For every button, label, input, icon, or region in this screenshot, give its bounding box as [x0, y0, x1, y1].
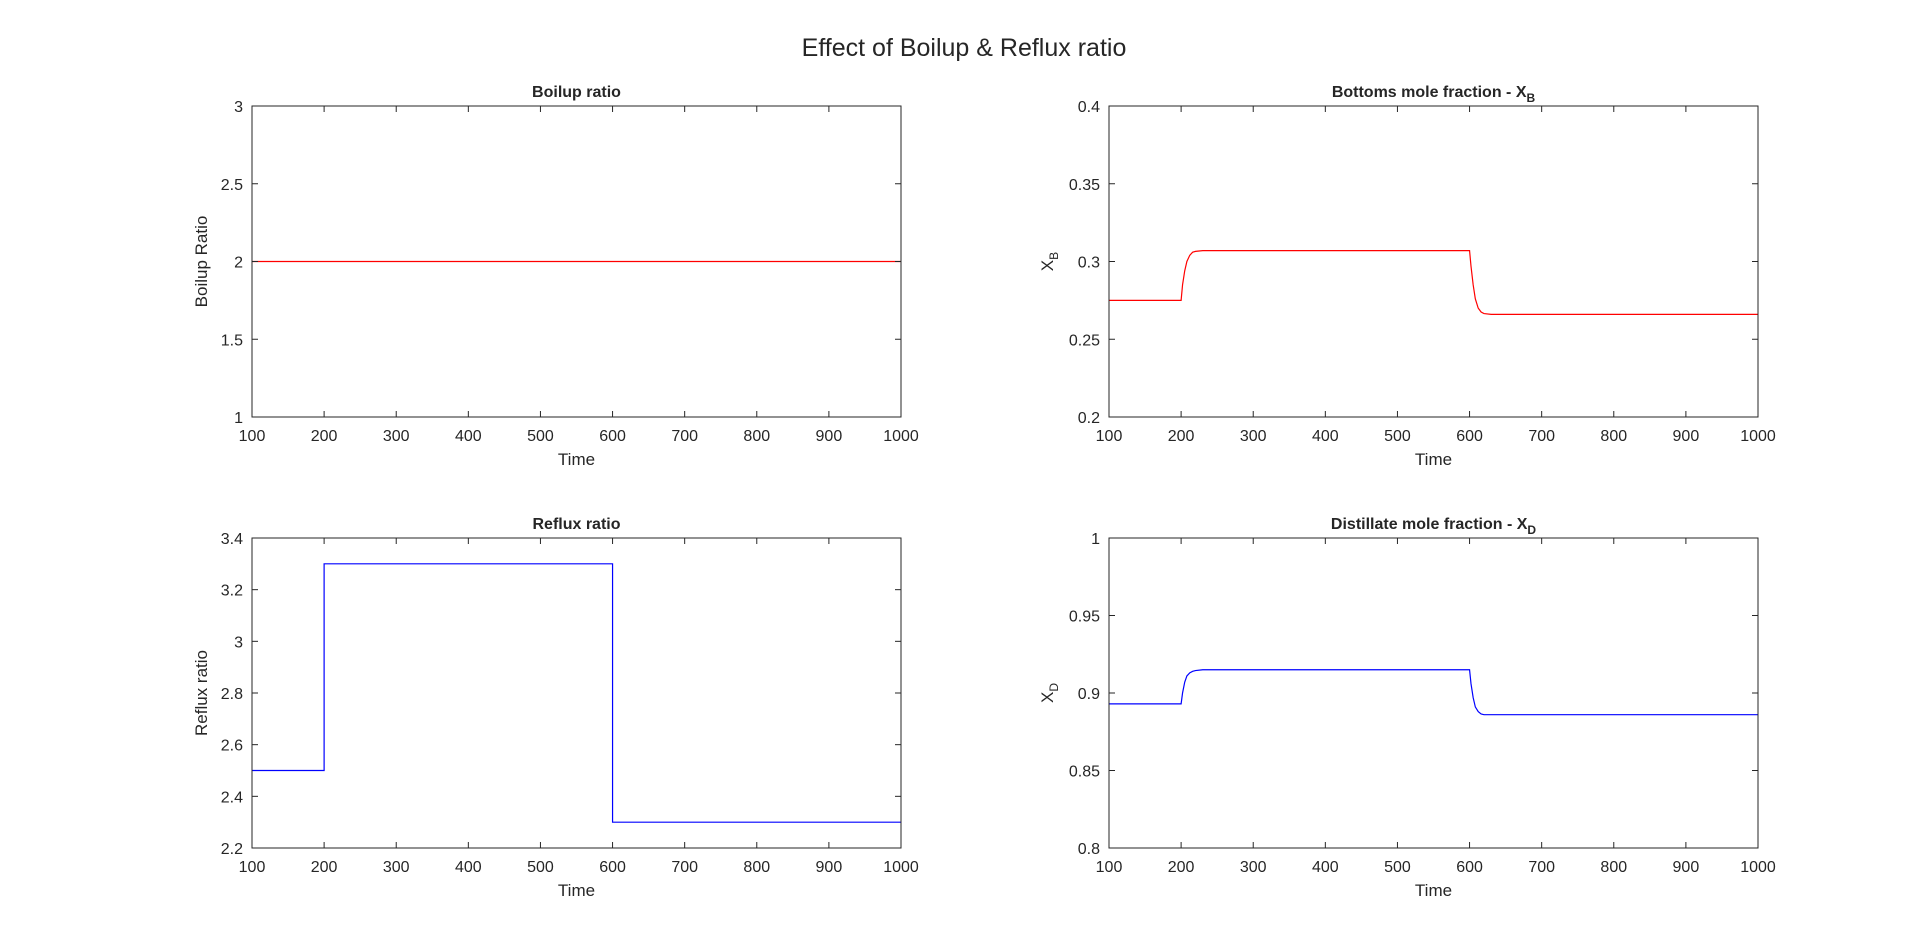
boilup-ratio-x-tick-label: 400: [455, 428, 482, 445]
boilup-ratio-x-tick-label: 100: [239, 428, 266, 445]
boilup-ratio-y-tick-label: 1: [234, 410, 243, 427]
boilup-ratio-chart: 100 200 300 400 500 600 700 800 900 1000 1 1.5 2 2.5 3…: [192, 84, 919, 469]
boilup-ratio-x-tick-label: 500: [527, 428, 554, 445]
reflux-ratio-plot-area: [252, 538, 901, 848]
distillate-mole-fraction-title-subscript: D: [1527, 523, 1536, 537]
bottoms-mole-fraction-x-tick-label: 900: [1673, 428, 1700, 445]
bottoms-mole-fraction-title-text: Bottoms mole fraction - X: [1332, 84, 1527, 101]
reflux-ratio-x-tick-label: 800: [743, 859, 770, 876]
figure-title: Effect of Boilup & Reflux ratio: [802, 34, 1127, 62]
distillate-mole-fraction-x-tick-label: 200: [1168, 859, 1195, 876]
bottoms-mole-fraction-y-tick-label: 0.25: [1069, 332, 1100, 349]
boilup-ratio-title: Boilup ratio: [532, 84, 621, 101]
reflux-ratio-x-tick-label: 300: [383, 859, 410, 876]
distillate-mole-fraction-y-axis-label-text: X: [1038, 692, 1057, 703]
reflux-ratio-y-tick-label: 3.2: [221, 583, 243, 600]
distillate-mole-fraction-x-tick-label: 900: [1673, 859, 1700, 876]
bottoms-mole-fraction-x-tick-label: 200: [1168, 428, 1195, 445]
reflux-ratio-x-tick-label: 500: [527, 859, 554, 876]
bottoms-mole-fraction-title: Bottoms mole fraction - XB: [1332, 84, 1536, 105]
bottoms-mole-fraction-x-tick-label: 300: [1240, 428, 1267, 445]
distillate-mole-fraction-y-axis-label: XD: [1038, 683, 1061, 703]
reflux-ratio-series-line: [252, 563, 901, 823]
distillate-mole-fraction-plot-area: [1109, 538, 1758, 848]
distillate-mole-fraction-x-tick-label: 300: [1240, 859, 1267, 876]
boilup-ratio-x-tick-label: 800: [743, 428, 770, 445]
reflux-ratio-y-tick-label: 2.4: [221, 789, 243, 806]
reflux-ratio-chart: 100 200 300 400 500 600 700 800 900 1000 2.2 2.4 2.6…: [192, 516, 919, 900]
bottoms-mole-fraction-y-tick-label: 0.2: [1078, 410, 1100, 427]
reflux-ratio-title: Reflux ratio: [532, 516, 620, 533]
reflux-ratio-y-tick-label: 2.6: [221, 738, 243, 755]
boilup-ratio-y-axis-label: Boilup Ratio: [192, 216, 211, 308]
bottoms-mole-fraction-y-tick-label: 0.35: [1069, 177, 1100, 194]
distillate-mole-fraction-x-tick-label: 1000: [1740, 859, 1776, 876]
bottoms-mole-fraction-title-subscript: B: [1527, 91, 1536, 105]
bottoms-mole-fraction-y-tick-label: 0.3: [1078, 255, 1100, 272]
reflux-ratio-y-tick-label: 3: [234, 634, 243, 651]
bottoms-mole-fraction-y-tick-label: 0.4: [1078, 99, 1100, 116]
boilup-ratio-x-axis-label: Time: [558, 450, 595, 469]
boilup-ratio-y-tick-label: 2: [234, 255, 243, 272]
reflux-ratio-y-axis-label: Reflux ratio: [192, 650, 211, 736]
bottoms-mole-fraction-y-axis-label: XB: [1038, 252, 1061, 271]
distillate-mole-fraction-x-tick-label: 600: [1456, 859, 1483, 876]
bottoms-mole-fraction-x-tick-label: 100: [1096, 428, 1123, 445]
reflux-ratio-x-tick-label: 100: [239, 859, 266, 876]
boilup-ratio-y-tick-label: 2.5: [221, 177, 243, 194]
distillate-mole-fraction-x-tick-label: 700: [1528, 859, 1555, 876]
boilup-ratio-y-axis-label-text: Boilup Ratio: [192, 216, 211, 308]
bottoms-mole-fraction-series-line: [1109, 250, 1758, 315]
distillate-mole-fraction-y-tick-label: 0.85: [1069, 764, 1100, 781]
distillate-mole-fraction-x-tick-label: 500: [1384, 859, 1411, 876]
bottoms-mole-fraction-x-axis-label: Time: [1415, 450, 1452, 469]
boilup-ratio-x-tick-label: 700: [671, 428, 698, 445]
distillate-mole-fraction-chart: 100 200 300 400 500 600 700 800 900 1000 0.8 0.85 0.…: [1038, 516, 1776, 900]
distillate-mole-fraction-y-tick-label: 0.9: [1078, 686, 1100, 703]
boilup-ratio-x-tick-label: 200: [311, 428, 338, 445]
distillate-mole-fraction-x-axis-label: Time: [1415, 881, 1452, 900]
bottoms-mole-fraction-x-tick-label: 800: [1600, 428, 1627, 445]
distillate-mole-fraction-y-axis-label-subscript: D: [1047, 683, 1061, 692]
reflux-ratio-y-tick-label: 3.4: [221, 531, 243, 548]
distillate-mole-fraction-x-tick-label: 800: [1600, 859, 1627, 876]
reflux-ratio-x-tick-label: 600: [599, 859, 626, 876]
bottoms-mole-fraction-x-tick-label: 700: [1528, 428, 1555, 445]
reflux-ratio-x-tick-label: 400: [455, 859, 482, 876]
bottoms-mole-fraction-chart: 100 200 300 400 500 600 700 800 900 1000 0.2 0.25 0.…: [1038, 84, 1776, 469]
boilup-ratio-y-tick-label: 3: [234, 99, 243, 116]
reflux-ratio-y-tick-label: 2.8: [221, 686, 243, 703]
distillate-mole-fraction-y-tick-label: 0.95: [1069, 609, 1100, 626]
reflux-ratio-y-tick-label: 2.2: [221, 841, 243, 858]
distillate-mole-fraction-y-tick-label: 1: [1091, 531, 1100, 548]
distillate-mole-fraction-x-tick-label: 400: [1312, 859, 1339, 876]
bottoms-mole-fraction-y-axis-label-subscript: B: [1047, 252, 1061, 260]
bottoms-mole-fraction-y-axis-label-text: X: [1038, 260, 1057, 271]
reflux-ratio-x-tick-label: 900: [816, 859, 843, 876]
boilup-ratio-title-text: Boilup ratio: [532, 84, 621, 101]
boilup-ratio-y-tick-label: 1.5: [221, 332, 243, 349]
reflux-ratio-title-text: Reflux ratio: [532, 516, 620, 533]
boilup-ratio-x-tick-label: 900: [816, 428, 843, 445]
distillate-mole-fraction-title-text: Distillate mole fraction - X: [1331, 516, 1528, 533]
bottoms-mole-fraction-x-tick-label: 1000: [1740, 428, 1776, 445]
reflux-ratio-y-axis-label-text: Reflux ratio: [192, 650, 211, 736]
distillate-mole-fraction-title: Distillate mole fraction - XD: [1331, 516, 1536, 537]
bottoms-mole-fraction-x-tick-label: 400: [1312, 428, 1339, 445]
distillate-mole-fraction-series-line: [1109, 669, 1758, 716]
boilup-ratio-x-tick-label: 600: [599, 428, 626, 445]
subplots: 100 200 300 400 500 600 700 800 900 1000 1 1.5 2 2.5 3…: [192, 84, 1776, 900]
distillate-mole-fraction-x-tick-label: 100: [1096, 859, 1123, 876]
boilup-ratio-x-tick-label: 300: [383, 428, 410, 445]
reflux-ratio-x-tick-label: 700: [671, 859, 698, 876]
boilup-ratio-x-tick-label: 1000: [883, 428, 919, 445]
reflux-ratio-x-axis-label: Time: [558, 881, 595, 900]
reflux-ratio-x-tick-label: 200: [311, 859, 338, 876]
distillate-mole-fraction-y-tick-label: 0.8: [1078, 841, 1100, 858]
bottoms-mole-fraction-x-tick-label: 600: [1456, 428, 1483, 445]
reflux-ratio-x-tick-label: 1000: [883, 859, 919, 876]
bottoms-mole-fraction-x-tick-label: 500: [1384, 428, 1411, 445]
bottoms-mole-fraction-plot-area: [1109, 106, 1758, 417]
